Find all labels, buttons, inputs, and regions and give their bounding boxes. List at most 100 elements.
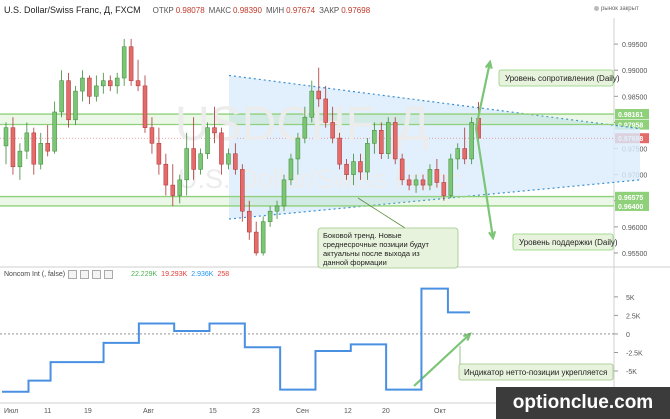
time-tick-label: 20 bbox=[382, 408, 390, 415]
candle bbox=[87, 77, 92, 97]
candle bbox=[52, 111, 57, 152]
candle bbox=[128, 46, 134, 81]
candle bbox=[427, 169, 433, 186]
candle bbox=[260, 221, 266, 254]
candle bbox=[66, 80, 71, 121]
indicator-tick-label: -2.5K bbox=[626, 350, 643, 357]
indicator-arrow bbox=[413, 333, 471, 387]
candle bbox=[358, 161, 363, 173]
status-dot-icon bbox=[594, 6, 599, 11]
indicator-v4: 258 bbox=[217, 270, 230, 278]
candle bbox=[191, 148, 196, 170]
candle bbox=[170, 184, 176, 196]
candle bbox=[177, 179, 182, 196]
wedge-upper-line bbox=[228, 74, 641, 130]
candle bbox=[288, 158, 294, 181]
time-axis: Июл1119Авг1523Сен1220Окт1725 bbox=[4, 408, 583, 415]
candle bbox=[392, 122, 398, 160]
indicator-header: Noncom Int (, false) 22.229K 19.293K 2.9… bbox=[4, 268, 229, 280]
watermark-name: U.S. Dollar/Swiss Franc bbox=[178, 164, 463, 194]
candle bbox=[253, 231, 259, 254]
wedge-fill bbox=[229, 75, 640, 220]
sideways-text-line: среднесрочные позиции будут bbox=[323, 240, 430, 249]
candle bbox=[240, 169, 245, 212]
price-tick-label: 0.98500 bbox=[622, 94, 647, 101]
close-label: ЗАКР bbox=[319, 5, 340, 15]
indicator-v3: 2.936K bbox=[191, 270, 214, 278]
close-icon[interactable] bbox=[92, 269, 102, 279]
breakout-down-arrow bbox=[474, 127, 495, 239]
high-label: МАКС bbox=[208, 5, 232, 15]
candle bbox=[114, 77, 120, 87]
candle bbox=[17, 150, 23, 168]
candle bbox=[330, 122, 335, 139]
candle bbox=[226, 153, 231, 165]
candle bbox=[163, 163, 169, 186]
watermark-symbol: USDCHF, Д bbox=[175, 98, 429, 151]
candle bbox=[434, 169, 440, 183]
candle bbox=[413, 179, 419, 186]
candle bbox=[302, 116, 308, 139]
annotations: Уровень сопротивления (Daily) Уровень под… bbox=[317, 59, 620, 387]
price-tag: 0.96400 bbox=[618, 204, 643, 211]
price-tick-label: 0.99500 bbox=[622, 42, 647, 49]
price-tag-bg bbox=[615, 119, 649, 130]
candle bbox=[101, 80, 106, 87]
resistance-callout bbox=[498, 69, 614, 87]
breakout-up-arrow bbox=[474, 61, 492, 129]
indicator-line bbox=[2, 287, 470, 393]
candle bbox=[469, 122, 474, 160]
candle bbox=[233, 153, 238, 170]
more-icon[interactable] bbox=[104, 269, 114, 279]
low-label: МИН bbox=[265, 5, 285, 15]
candle bbox=[24, 132, 30, 152]
open-label: ОТКР bbox=[152, 5, 174, 15]
price-tag: 0.98161 bbox=[618, 112, 643, 119]
price-tag: 0.96575 bbox=[618, 195, 643, 202]
high-value: 0.98390 bbox=[233, 5, 262, 15]
symbol-title: U.S. Dollar/Swiss Franc, Д, FXCM bbox=[4, 5, 141, 15]
settings-icon[interactable] bbox=[68, 269, 78, 279]
sideways-text-line: актуальны после выхода из bbox=[323, 249, 420, 258]
sideways-text-line: данной формации bbox=[323, 258, 387, 267]
candle bbox=[212, 127, 217, 134]
indicator-tick-label: 0 bbox=[626, 332, 630, 339]
candle bbox=[10, 127, 16, 168]
indicator-tick-label: 5K bbox=[626, 295, 635, 302]
candle bbox=[441, 182, 447, 196]
candle bbox=[386, 122, 391, 154]
candle bbox=[94, 85, 99, 97]
time-tick-label: 23 bbox=[252, 408, 260, 415]
time-tick-label: 19 bbox=[84, 408, 92, 415]
time-tick-label: Июл bbox=[4, 408, 18, 415]
breakout-down-arrow-head bbox=[488, 230, 497, 241]
sideways-callout bbox=[317, 227, 459, 269]
candle bbox=[219, 132, 224, 165]
time-tick-label: 12 bbox=[344, 408, 352, 415]
candle bbox=[295, 137, 301, 160]
sideways-pointer bbox=[357, 197, 406, 229]
indicator-v2: 19.293K bbox=[161, 270, 188, 278]
resistance-label: Уровень сопротивления (Daily) bbox=[505, 74, 620, 83]
watermark: USDCHF, Д U.S. Dollar/Swiss Franc bbox=[175, 98, 463, 194]
candle bbox=[379, 130, 384, 154]
indicator-v1: 22.229K bbox=[131, 270, 158, 278]
time-tick-label: 11 bbox=[44, 408, 51, 415]
candle bbox=[59, 80, 64, 113]
candle bbox=[274, 205, 280, 212]
visibility-icon[interactable] bbox=[80, 269, 90, 279]
candle bbox=[399, 158, 405, 181]
candle bbox=[247, 210, 252, 233]
price-tick-label: 0.95500 bbox=[622, 251, 647, 258]
sideways-text-line: Боковой тренд. Новые bbox=[323, 231, 402, 240]
candle bbox=[406, 179, 412, 186]
time-tick-label: 15 bbox=[209, 408, 217, 415]
wedge-lower-line bbox=[228, 179, 641, 220]
candle bbox=[149, 127, 155, 144]
candle bbox=[351, 161, 356, 175]
candle bbox=[45, 143, 50, 152]
candle bbox=[316, 90, 321, 100]
indicator-name: Noncom Int (, false) bbox=[4, 270, 66, 278]
candle bbox=[205, 127, 210, 154]
